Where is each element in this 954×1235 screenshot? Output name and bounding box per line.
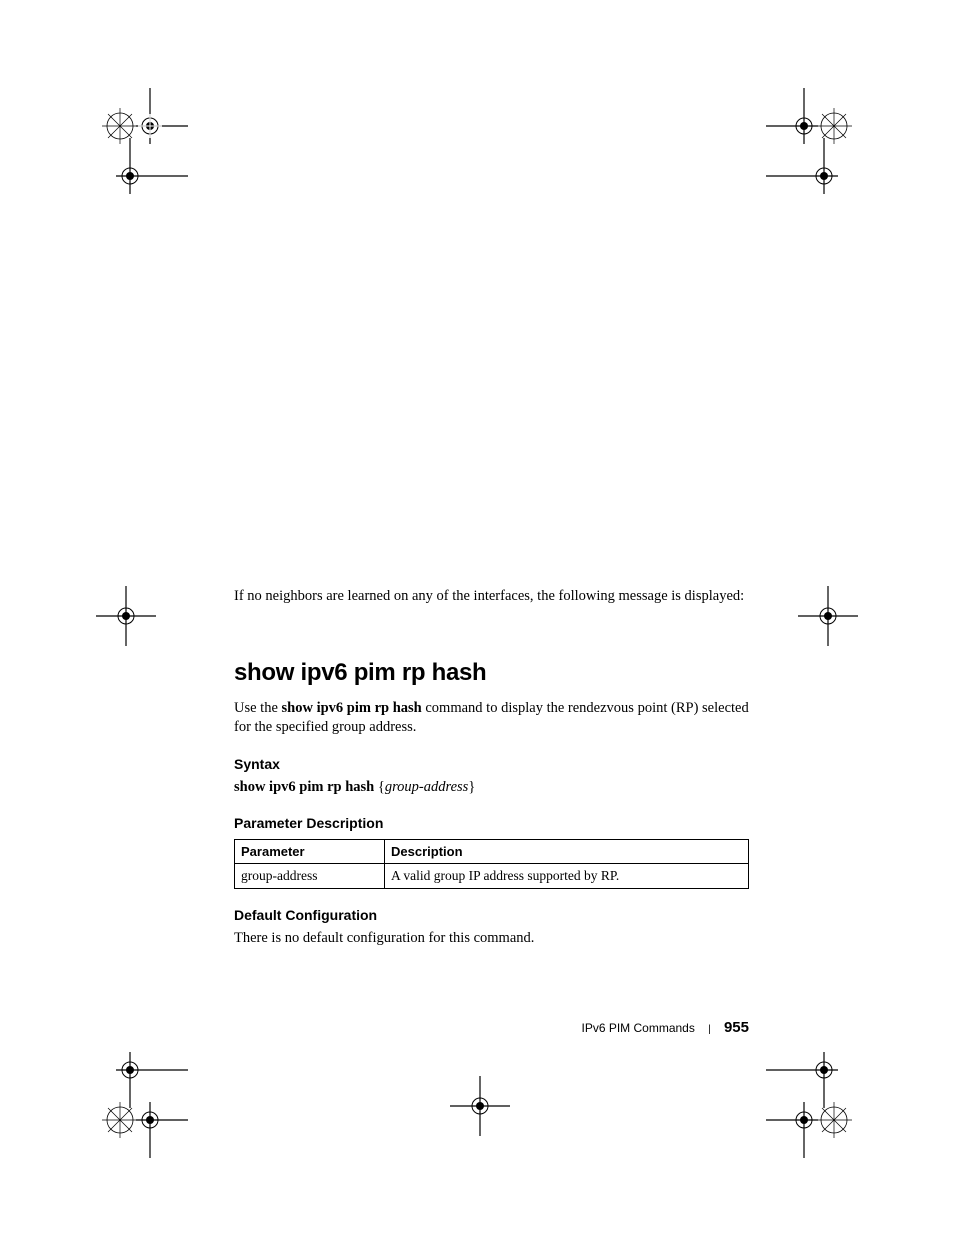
syntax-param: group-address	[385, 779, 469, 795]
parameter-description-heading: Parameter Description	[234, 815, 749, 831]
desc-command: show ipv6 pim rp hash	[282, 700, 422, 716]
footer-page-number: 955	[724, 1019, 749, 1036]
footer-separator: |	[708, 1024, 711, 1035]
default-config-heading: Default Configuration	[234, 907, 749, 923]
page-footer: IPv6 PIM Commands | 955	[234, 1019, 749, 1036]
syntax-brace-open: {	[374, 779, 385, 795]
syntax-line: show ipv6 pim rp hash {group-address}	[234, 778, 749, 798]
crop-mark-icon	[432, 1068, 522, 1158]
table-header-row: Parameter Description	[235, 840, 749, 864]
table-header-parameter: Parameter	[235, 840, 385, 864]
syntax-cmd: show ipv6 pim rp hash	[234, 779, 374, 795]
syntax-brace-close: }	[468, 779, 475, 795]
crop-mark-icon	[766, 1068, 856, 1158]
table-cell-desc: A valid group IP address supported by RP…	[385, 864, 749, 889]
footer-section-name: IPv6 PIM Commands	[581, 1021, 694, 1035]
table-cell-param: group-address	[235, 864, 385, 889]
table-row: group-address A valid group IP address s…	[235, 864, 749, 889]
table-header-description: Description	[385, 840, 749, 864]
crop-mark-icon	[78, 578, 168, 668]
parameter-table: Parameter Description group-address A va…	[234, 839, 749, 889]
section-description: Use the show ipv6 pim rp hash command to…	[234, 699, 749, 738]
default-config-text: There is no default configuration for th…	[234, 929, 749, 949]
intro-paragraph: If no neighbors are learned on any of th…	[234, 587, 749, 607]
crop-mark-icon	[98, 1068, 188, 1158]
desc-prefix: Use the	[234, 700, 282, 716]
page-content: If no neighbors are learned on any of th…	[234, 587, 749, 949]
syntax-heading: Syntax	[234, 756, 749, 772]
crop-mark-icon	[766, 138, 856, 228]
crop-mark-icon	[786, 578, 876, 668]
section-title: show ipv6 pim rp hash	[234, 659, 749, 687]
crop-mark-icon	[98, 138, 188, 228]
